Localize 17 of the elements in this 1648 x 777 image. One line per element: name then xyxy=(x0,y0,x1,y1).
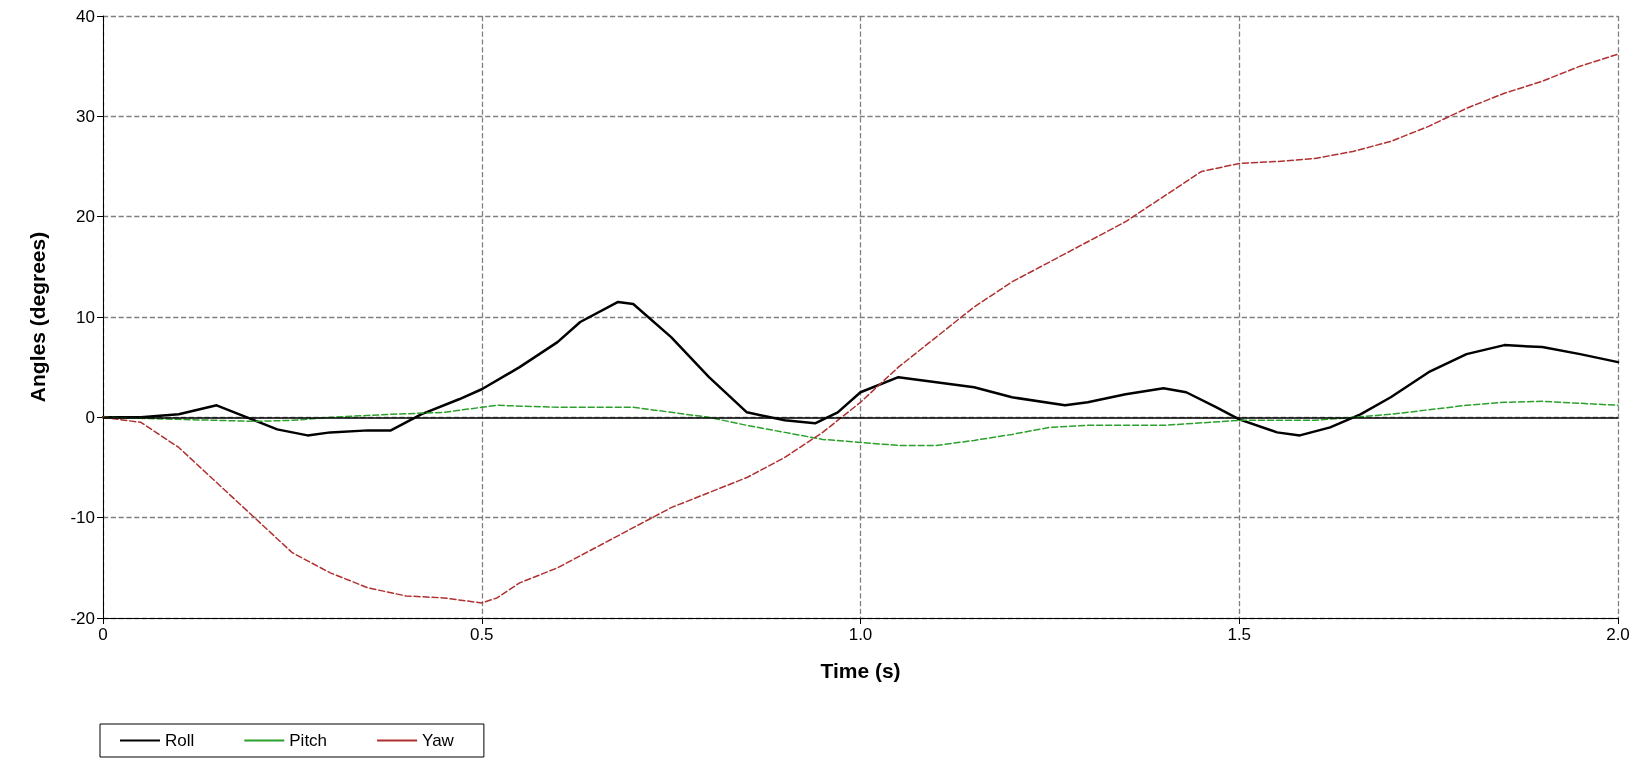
y-tick-label: 30 xyxy=(76,106,95,126)
y-tick-label: -10 xyxy=(70,508,95,528)
x-tick-label: 2.0 xyxy=(1606,625,1630,644)
y-tick-label: 10 xyxy=(76,307,95,327)
y-tick-label: -20 xyxy=(70,608,95,628)
y-axis-title: Angles (degrees) xyxy=(26,231,49,403)
x-axis-title: Time (s) xyxy=(820,659,901,682)
y-tick-label: 0 xyxy=(85,407,95,427)
legend-label: Roll xyxy=(165,731,195,750)
y-tick-label: 20 xyxy=(76,207,95,227)
x-tick-label: 0.5 xyxy=(469,625,494,644)
x-tick-label: 1.5 xyxy=(1227,625,1252,644)
x-tick-label: 0 xyxy=(98,625,108,644)
legend-label: Pitch xyxy=(289,731,328,750)
y-tick-label: 40 xyxy=(76,6,95,26)
legend-label: Yaw xyxy=(422,731,455,750)
x-tick-label: 1.0 xyxy=(848,625,873,644)
